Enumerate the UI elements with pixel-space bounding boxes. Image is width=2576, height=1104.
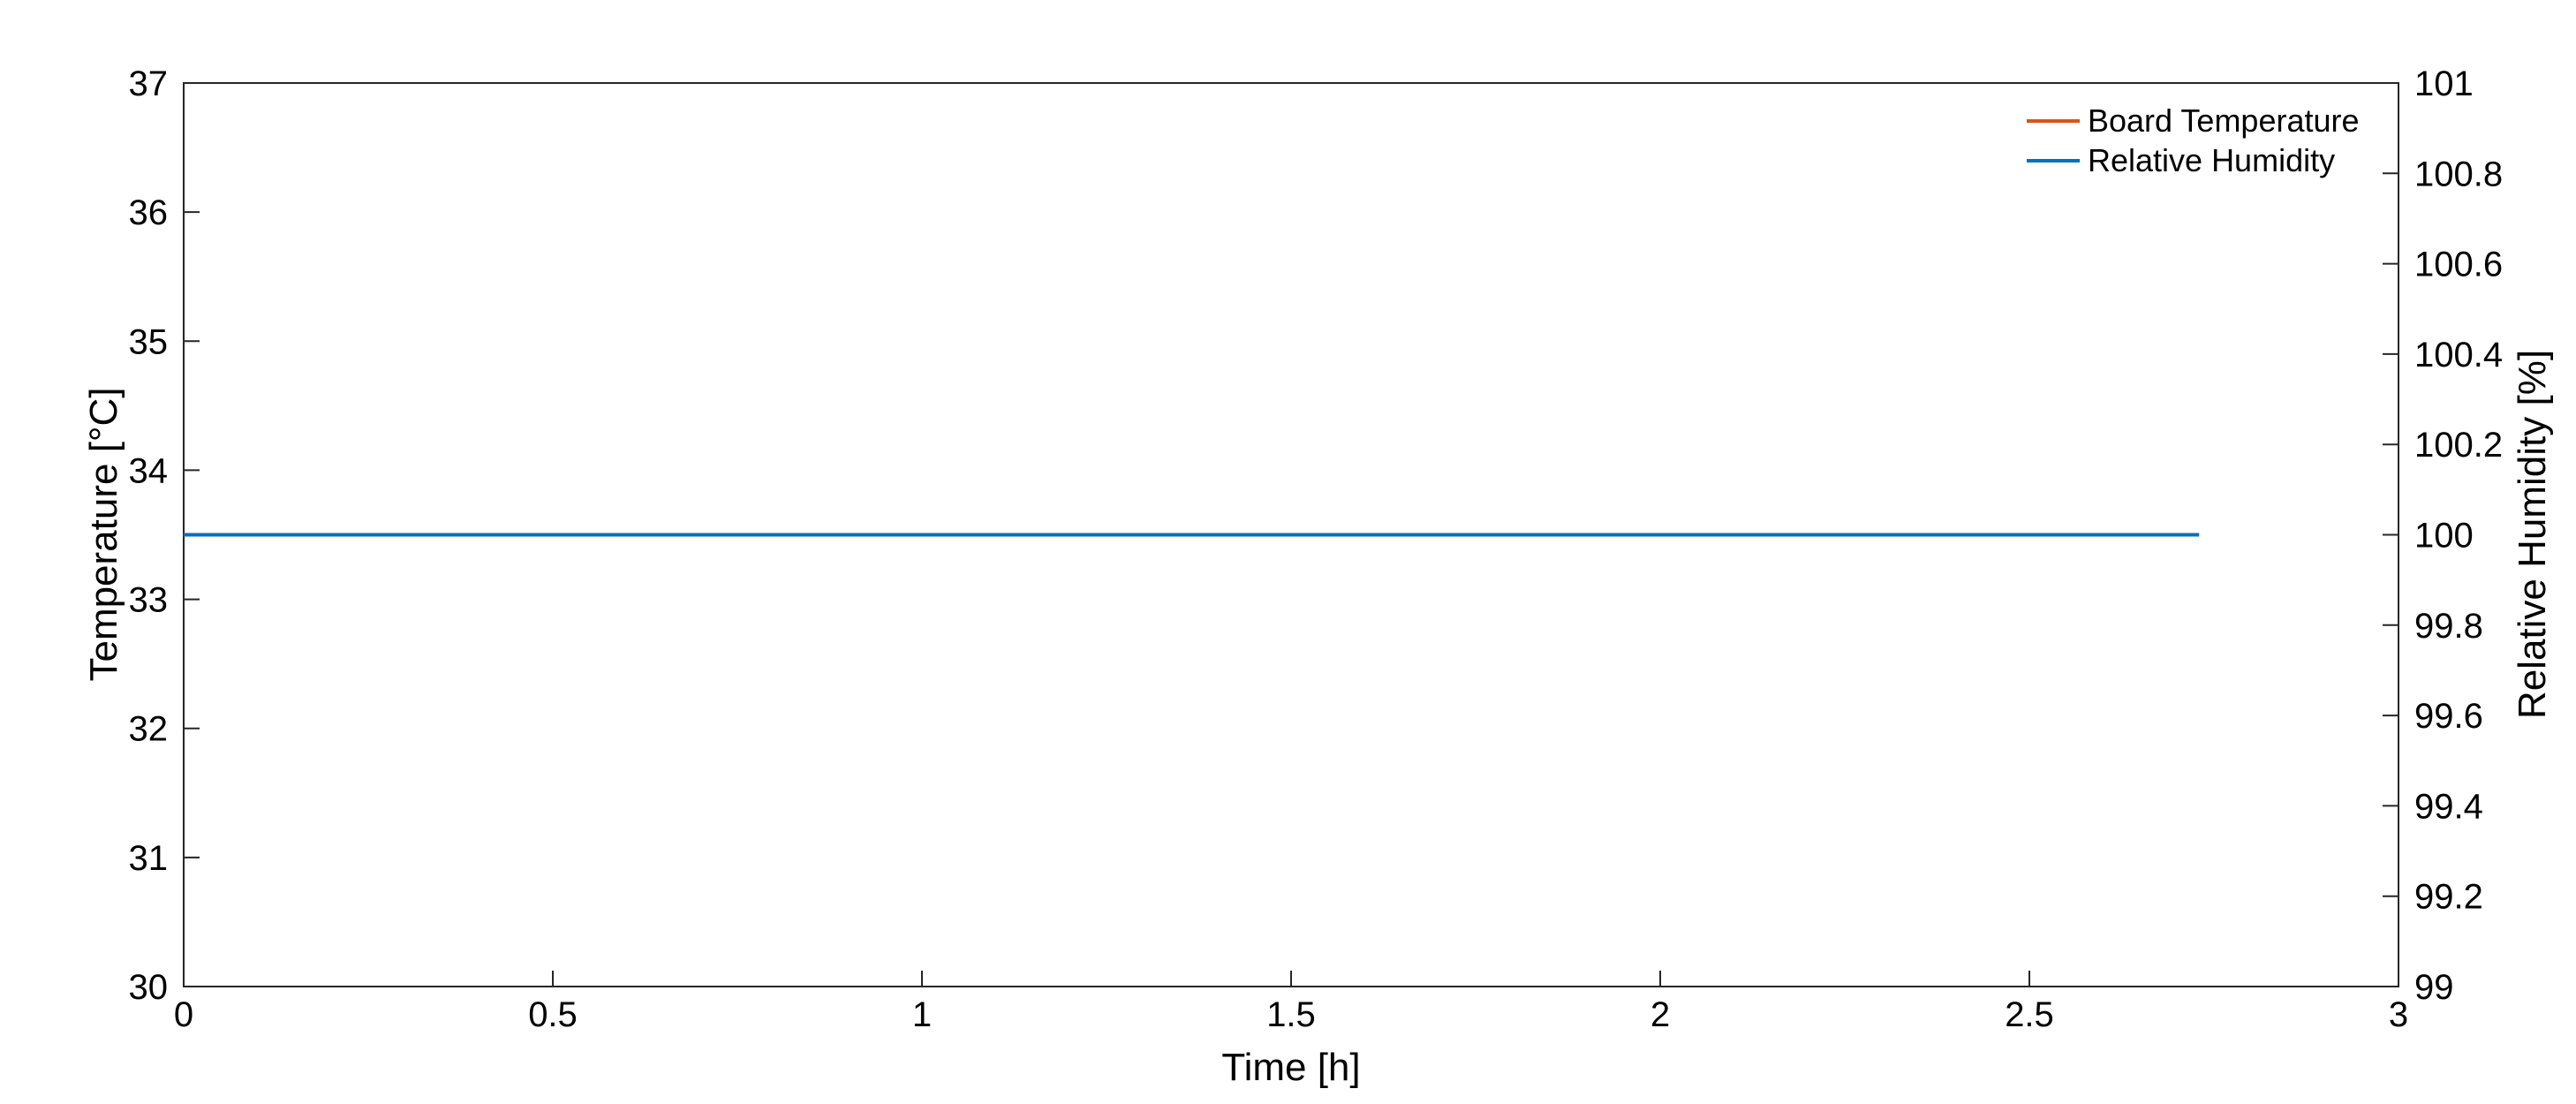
left-y-tick-label: 34 <box>129 451 169 490</box>
x-tick-label: 2.5 <box>2005 995 2054 1034</box>
left-y-tick-label: 35 <box>129 322 169 361</box>
x-tick-label: 3 <box>2389 995 2408 1034</box>
right-y-tick-label: 99 <box>2414 968 2454 1007</box>
right-y-tick-label: 100.4 <box>2414 336 2503 374</box>
left-y-tick-label: 36 <box>129 193 169 232</box>
right-y-tick-label: 100.6 <box>2414 246 2503 284</box>
left-y-tick-label: 33 <box>129 581 169 620</box>
right-y-tick-label: 99.8 <box>2414 607 2483 646</box>
left-y-axis-label: Temperature [°C] <box>82 387 125 681</box>
right-y-tick-label: 100.2 <box>2414 426 2503 465</box>
right-y-tick-label: 101 <box>2414 64 2474 103</box>
x-tick-label: 1 <box>912 995 932 1034</box>
legend-label-relative-humidity: Relative Humidity <box>2088 142 2335 178</box>
legend: Board Temperature Relative Humidity <box>2027 102 2360 178</box>
left-y-tick-label: 31 <box>129 839 169 878</box>
right-y-tick-label: 99.6 <box>2414 697 2483 736</box>
legend-label-board-temperature: Board Temperature <box>2088 102 2360 139</box>
right-y-axis-ticks: 99 99.2 99.4 99.6 99.8 100 100.2 100.4 100.6 100.… <box>2383 64 2503 1007</box>
right-y-tick-label: 100 <box>2414 517 2474 556</box>
left-y-tick-label: 30 <box>129 968 169 1007</box>
x-axis-ticks: 0 0.5 1 1.5 2 2.5 3 <box>174 971 2408 1034</box>
x-tick-label: 0 <box>174 995 193 1034</box>
x-tick-label: 2 <box>1651 995 1670 1034</box>
x-axis-label: Time [h] <box>1221 1046 1360 1089</box>
right-y-axis-label: Relative Humidity [%] <box>2511 350 2554 719</box>
x-tick-label: 1.5 <box>1266 995 1316 1034</box>
right-y-tick-label: 99.4 <box>2414 787 2483 826</box>
x-tick-label: 0.5 <box>528 995 578 1034</box>
right-y-tick-label: 99.2 <box>2414 878 2483 917</box>
left-y-tick-label: 37 <box>129 64 169 103</box>
left-y-axis-ticks: 30 31 32 33 34 35 36 37 <box>129 64 200 1007</box>
right-y-tick-label: 100.8 <box>2414 155 2503 193</box>
left-y-tick-label: 32 <box>129 710 169 749</box>
